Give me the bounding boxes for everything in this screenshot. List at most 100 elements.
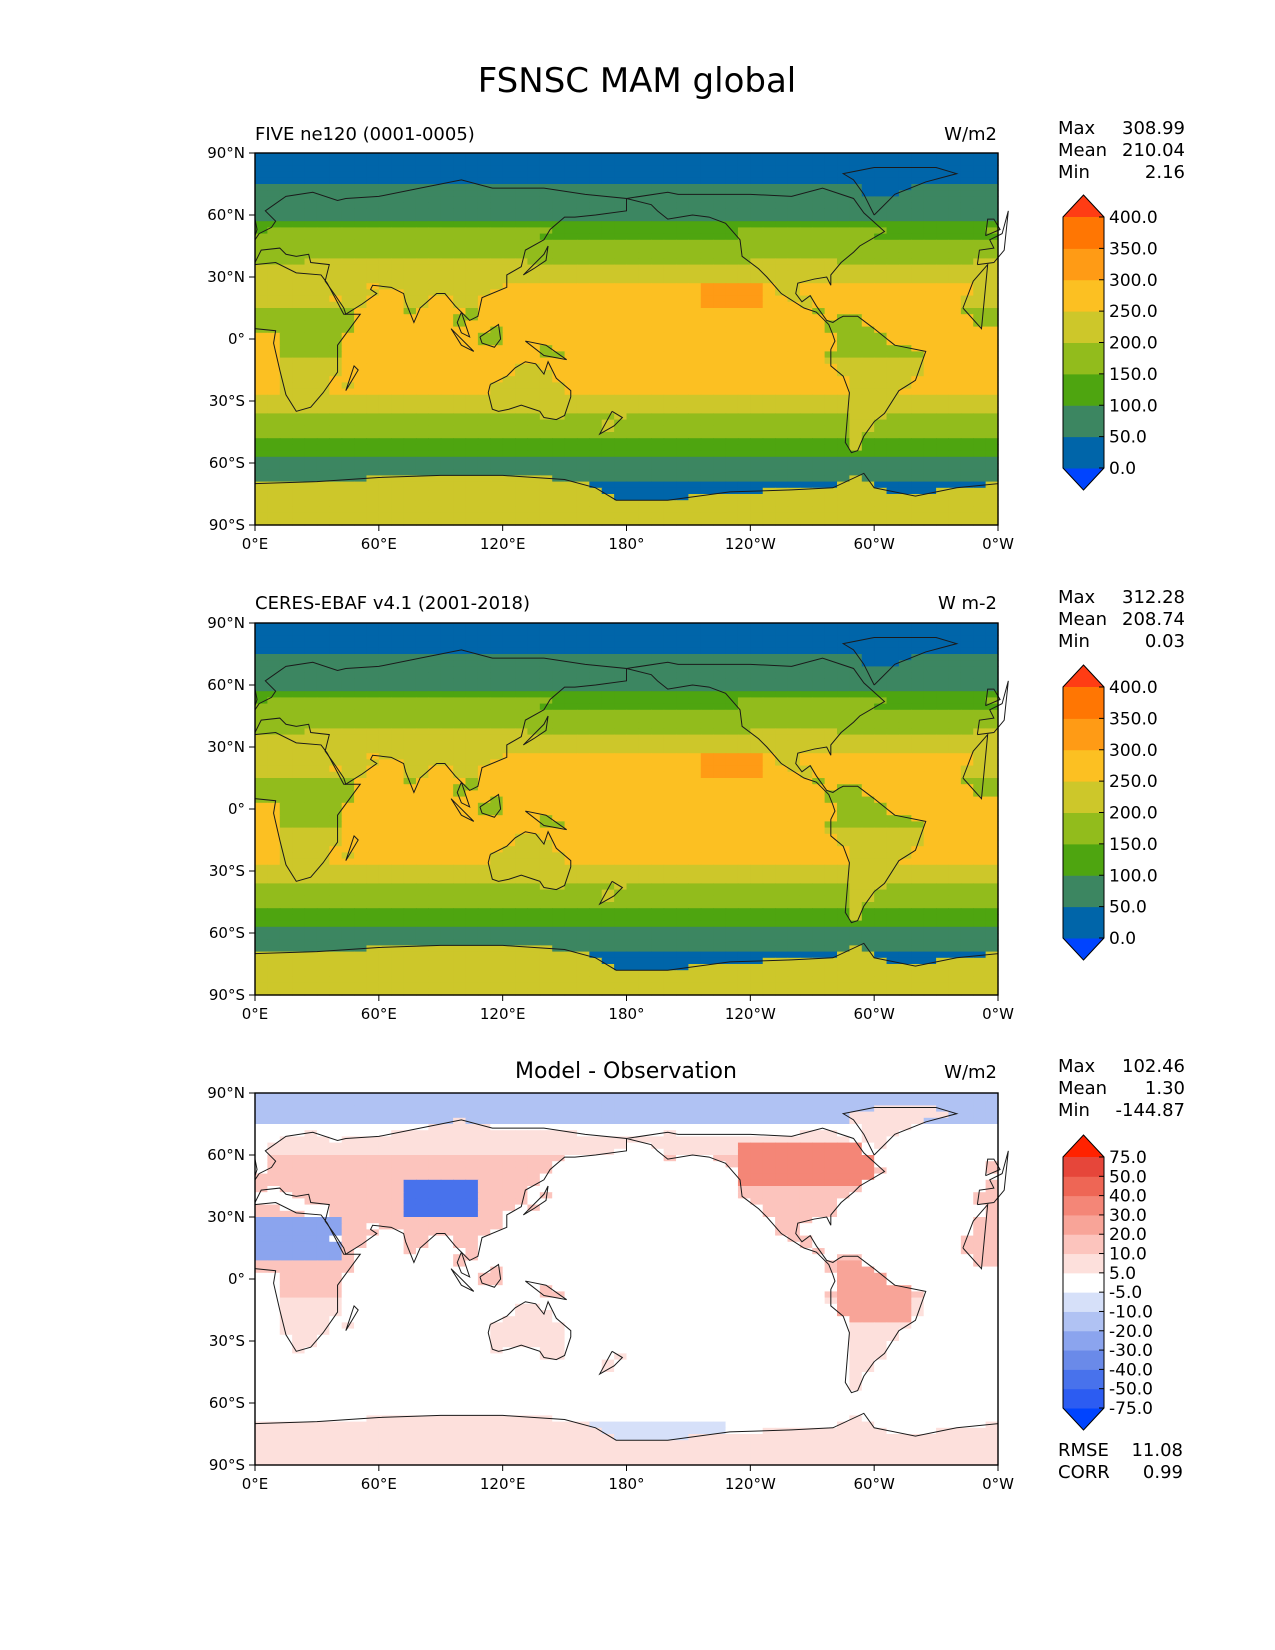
field-cell (762, 308, 776, 315)
field-cell (515, 308, 529, 315)
field-cell (292, 184, 306, 191)
field-cell (787, 672, 801, 680)
field-cell (267, 623, 281, 630)
field-cell (279, 635, 293, 643)
field-cell (477, 246, 491, 253)
field-cell (948, 740, 962, 748)
field-cell (354, 351, 368, 359)
field-cell (775, 438, 789, 445)
field-cell (824, 314, 838, 321)
field-cell (651, 252, 665, 259)
field-cell (725, 153, 739, 160)
field-cell (787, 258, 801, 266)
field-cell (552, 208, 566, 216)
field-cell (329, 208, 343, 216)
field-cell (391, 500, 405, 507)
field-cell (750, 277, 764, 284)
field-cell (985, 641, 999, 649)
field-cell (787, 171, 801, 179)
field-cell (837, 734, 850, 742)
field-cell (465, 660, 479, 667)
field-cell (911, 376, 925, 383)
field-cell (292, 463, 306, 470)
field-cell (279, 469, 293, 476)
field-cell (316, 394, 330, 402)
field-cell (304, 407, 318, 414)
field-cell (713, 363, 727, 371)
field-cell (688, 351, 702, 359)
field-cell (737, 357, 751, 365)
field-cell (775, 345, 789, 352)
field-cell (762, 709, 776, 717)
field-cell (564, 345, 578, 352)
field-cell (626, 734, 640, 742)
field-cell (861, 227, 875, 235)
field-cell (589, 425, 603, 433)
field-cell (576, 246, 590, 253)
field-cell (837, 444, 850, 452)
field-cell (911, 351, 925, 359)
field-cell (663, 332, 677, 340)
field-cell (700, 227, 714, 235)
field-cell (812, 518, 826, 526)
field-cell (676, 258, 690, 266)
field-cell (341, 709, 355, 717)
field-cell (515, 518, 529, 526)
field-cell (601, 716, 615, 723)
field-cell (874, 432, 888, 439)
field-cell (391, 740, 405, 748)
field-cell (737, 728, 751, 736)
field-cell (589, 494, 603, 501)
field-cell (799, 728, 813, 736)
field-cell (490, 221, 504, 228)
field-cell (477, 401, 491, 408)
field-cell (490, 722, 504, 729)
field-cell (787, 190, 801, 197)
field-cell (861, 153, 875, 160)
field-cell (700, 165, 714, 173)
field-cell (391, 753, 405, 760)
field-cell (453, 295, 467, 303)
field-cell (589, 308, 603, 315)
field-cell (861, 734, 875, 742)
field-cell (428, 444, 442, 452)
field-cell (589, 301, 603, 309)
field-cell (614, 635, 628, 643)
field-cell (626, 233, 640, 241)
field-cell (812, 177, 826, 185)
field-cell (415, 419, 429, 427)
field-cell (824, 666, 838, 674)
field-cell (614, 623, 628, 630)
field-cell (428, 370, 442, 377)
field-cell (378, 308, 392, 315)
field-cell (960, 494, 974, 501)
field-cell (898, 351, 912, 359)
field-cell (688, 722, 702, 729)
field-cell (403, 184, 417, 191)
field-cell (316, 623, 330, 630)
field-cell (750, 444, 764, 452)
field-cell (849, 407, 863, 414)
field-cell (960, 270, 974, 278)
field-cell (279, 177, 293, 185)
field-cell (762, 289, 776, 297)
field-cell (973, 184, 987, 191)
field-cell (775, 394, 789, 402)
field-cell (279, 463, 293, 470)
field-cell (775, 487, 789, 495)
field-cell (799, 709, 813, 717)
field-cell (267, 716, 281, 723)
field-cell (898, 190, 912, 197)
field-cell (465, 481, 479, 489)
field-cell (762, 394, 776, 402)
field-cell (787, 444, 801, 452)
field-cell (614, 339, 628, 346)
field-cell (440, 444, 454, 452)
field-cell (713, 394, 727, 402)
field-cell (775, 308, 789, 315)
field-cell (527, 184, 541, 191)
field-cell (960, 308, 974, 315)
field-cell (960, 506, 974, 514)
field-cell (341, 734, 355, 742)
field-cell (700, 444, 714, 452)
